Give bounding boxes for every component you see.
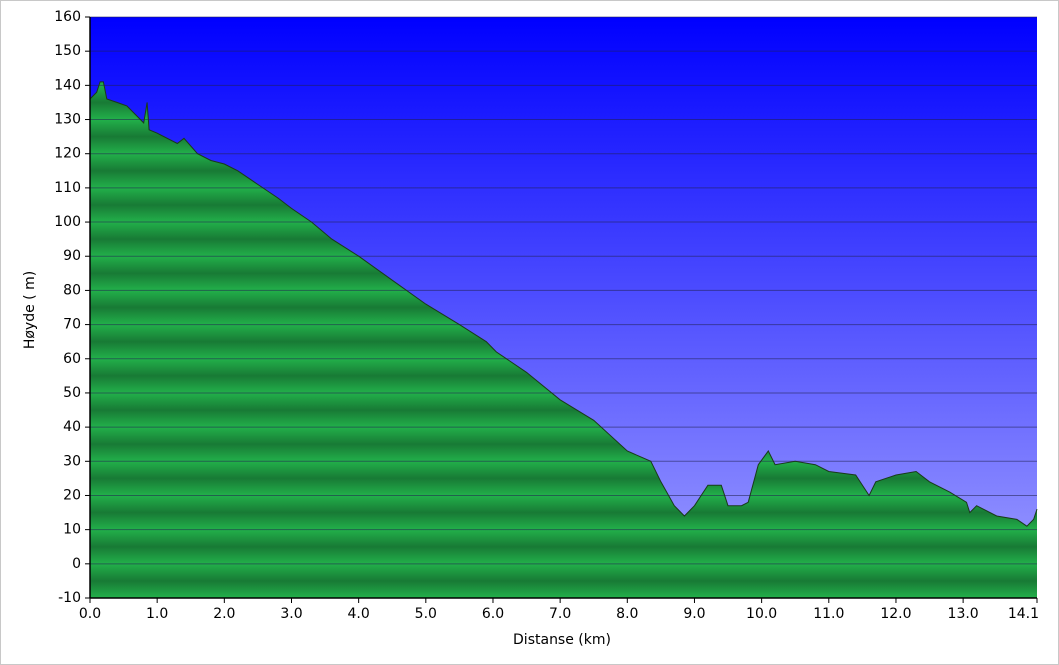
x-tick-label: 4.0: [348, 606, 370, 622]
y-tick-label: 60: [63, 351, 81, 367]
x-tick-label: 0.0: [79, 606, 101, 622]
elevation-line: [89, 81, 1038, 527]
x-tick-label: 1.0: [146, 606, 168, 622]
x-axis-title: Distanse (km): [513, 632, 611, 648]
x-tick-label: 12.0: [880, 606, 911, 622]
y-tick-label: 80: [63, 282, 81, 298]
x-tick-label: 7.0: [549, 606, 571, 622]
x-tick-label: 10.0: [746, 606, 777, 622]
y-tick-label: 70: [63, 317, 81, 333]
x-tick-label: 2.0: [213, 606, 235, 622]
x-tick-label: 13.0: [948, 606, 979, 622]
x-tick-label: 3.0: [280, 606, 302, 622]
y-tick-label: 130: [54, 112, 81, 128]
x-tick-label: 5.0: [415, 606, 437, 622]
y-tick-label: 100: [54, 214, 81, 230]
x-tick-label: 11.0: [813, 606, 844, 622]
y-tick-label: 50: [63, 385, 81, 401]
y-tick-label: 120: [54, 146, 81, 162]
y-tick-label: 90: [63, 248, 81, 264]
y-tick-label: 30: [63, 453, 81, 469]
y-tick-label: 150: [54, 43, 81, 59]
x-tick-label: 8.0: [616, 606, 638, 622]
y-tick-label: 160: [54, 9, 81, 25]
y-axis-title: Høyde ( m): [22, 271, 38, 349]
y-tick-label: 20: [63, 487, 81, 503]
y-tick-label: 110: [54, 180, 81, 196]
y-tick-label: 10: [63, 522, 81, 538]
y-tick-label: 40: [63, 419, 81, 435]
x-tick-label: 6.0: [482, 606, 504, 622]
x-tick-label: 9.0: [683, 606, 705, 622]
y-tick-label: 140: [54, 77, 81, 93]
y-tick-label: 0: [72, 556, 81, 572]
elevation-area: [90, 81, 1037, 598]
x-tick-label: 14.1: [1008, 606, 1039, 622]
y-tick-label: -10: [58, 590, 81, 606]
